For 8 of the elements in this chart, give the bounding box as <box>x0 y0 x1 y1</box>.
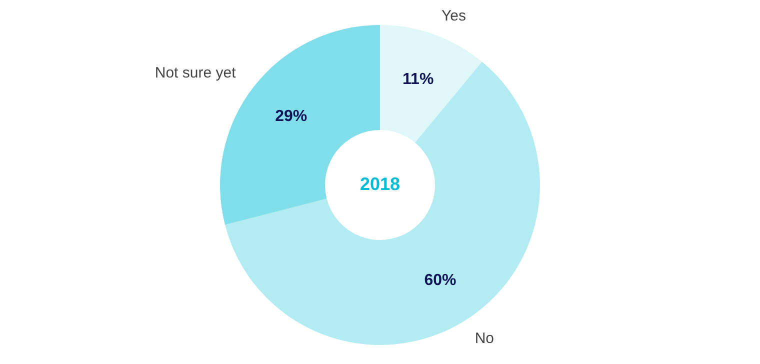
data-label: 11% <box>402 71 434 88</box>
data-label: 60% <box>424 272 456 289</box>
donut-slice <box>380 25 482 143</box>
slice-label: Not sure yet <box>154 64 237 82</box>
slice-label: Yes <box>442 7 466 24</box>
slice-label: No <box>474 330 494 347</box>
data-label: 29% <box>275 108 308 126</box>
text: 2018 <box>360 174 400 194</box>
